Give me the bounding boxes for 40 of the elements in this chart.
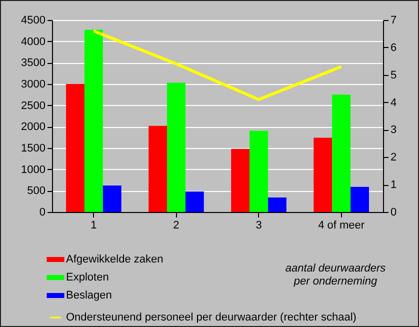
y-tick-label: 1500 bbox=[21, 142, 46, 154]
y2-tick-label: 4 bbox=[390, 96, 397, 109]
y-tick-label: 4500 bbox=[21, 14, 46, 26]
y-tick-label: 4000 bbox=[21, 36, 46, 48]
bar bbox=[332, 94, 351, 212]
bar bbox=[66, 84, 84, 212]
y2-tick-label: 3 bbox=[390, 124, 397, 136]
bar bbox=[268, 197, 286, 212]
bar bbox=[102, 186, 122, 212]
x-tick-label: 4 of meer bbox=[318, 220, 365, 232]
y2-tick-label: 2 bbox=[390, 152, 397, 164]
bar bbox=[350, 186, 369, 212]
bar bbox=[314, 138, 332, 212]
legend-label: Ondersteunend personeel per deurwaarder (rechter schaal) bbox=[66, 312, 356, 324]
y2-tick-label: 7 bbox=[390, 14, 397, 26]
bar bbox=[84, 30, 103, 212]
bar bbox=[231, 148, 250, 212]
x-axis-title: aantal deurwaarders per onderneming bbox=[285, 262, 386, 288]
y2-tick-label: 6 bbox=[390, 42, 397, 54]
x-tick-label: 1 bbox=[90, 220, 97, 232]
bar bbox=[250, 130, 268, 212]
bar bbox=[148, 126, 168, 212]
legend-label: Exploten bbox=[66, 272, 109, 284]
y-tick-label: 500 bbox=[27, 185, 46, 198]
y2-tick-label: 1 bbox=[390, 179, 397, 192]
y2-tick-label: 0 bbox=[390, 206, 397, 218]
legend-label: Beslagen bbox=[66, 290, 112, 302]
y-tick-label: 3500 bbox=[21, 57, 46, 70]
line-series bbox=[92, 29, 343, 102]
x-tick-label: 2 bbox=[173, 220, 180, 232]
y2-tick-label: 5 bbox=[390, 69, 397, 82]
y-tick-label: 3000 bbox=[21, 78, 46, 90]
y-tick-label: 2000 bbox=[21, 121, 46, 134]
x-tick-label: 3 bbox=[256, 220, 262, 232]
bar bbox=[167, 82, 186, 212]
y-tick-label: 2500 bbox=[21, 100, 46, 112]
y-tick-label: 1000 bbox=[21, 164, 46, 176]
bar bbox=[185, 192, 204, 212]
legend-label: Afgewikkelde zaken bbox=[66, 254, 164, 266]
y-tick-label: 0 bbox=[39, 206, 46, 218]
